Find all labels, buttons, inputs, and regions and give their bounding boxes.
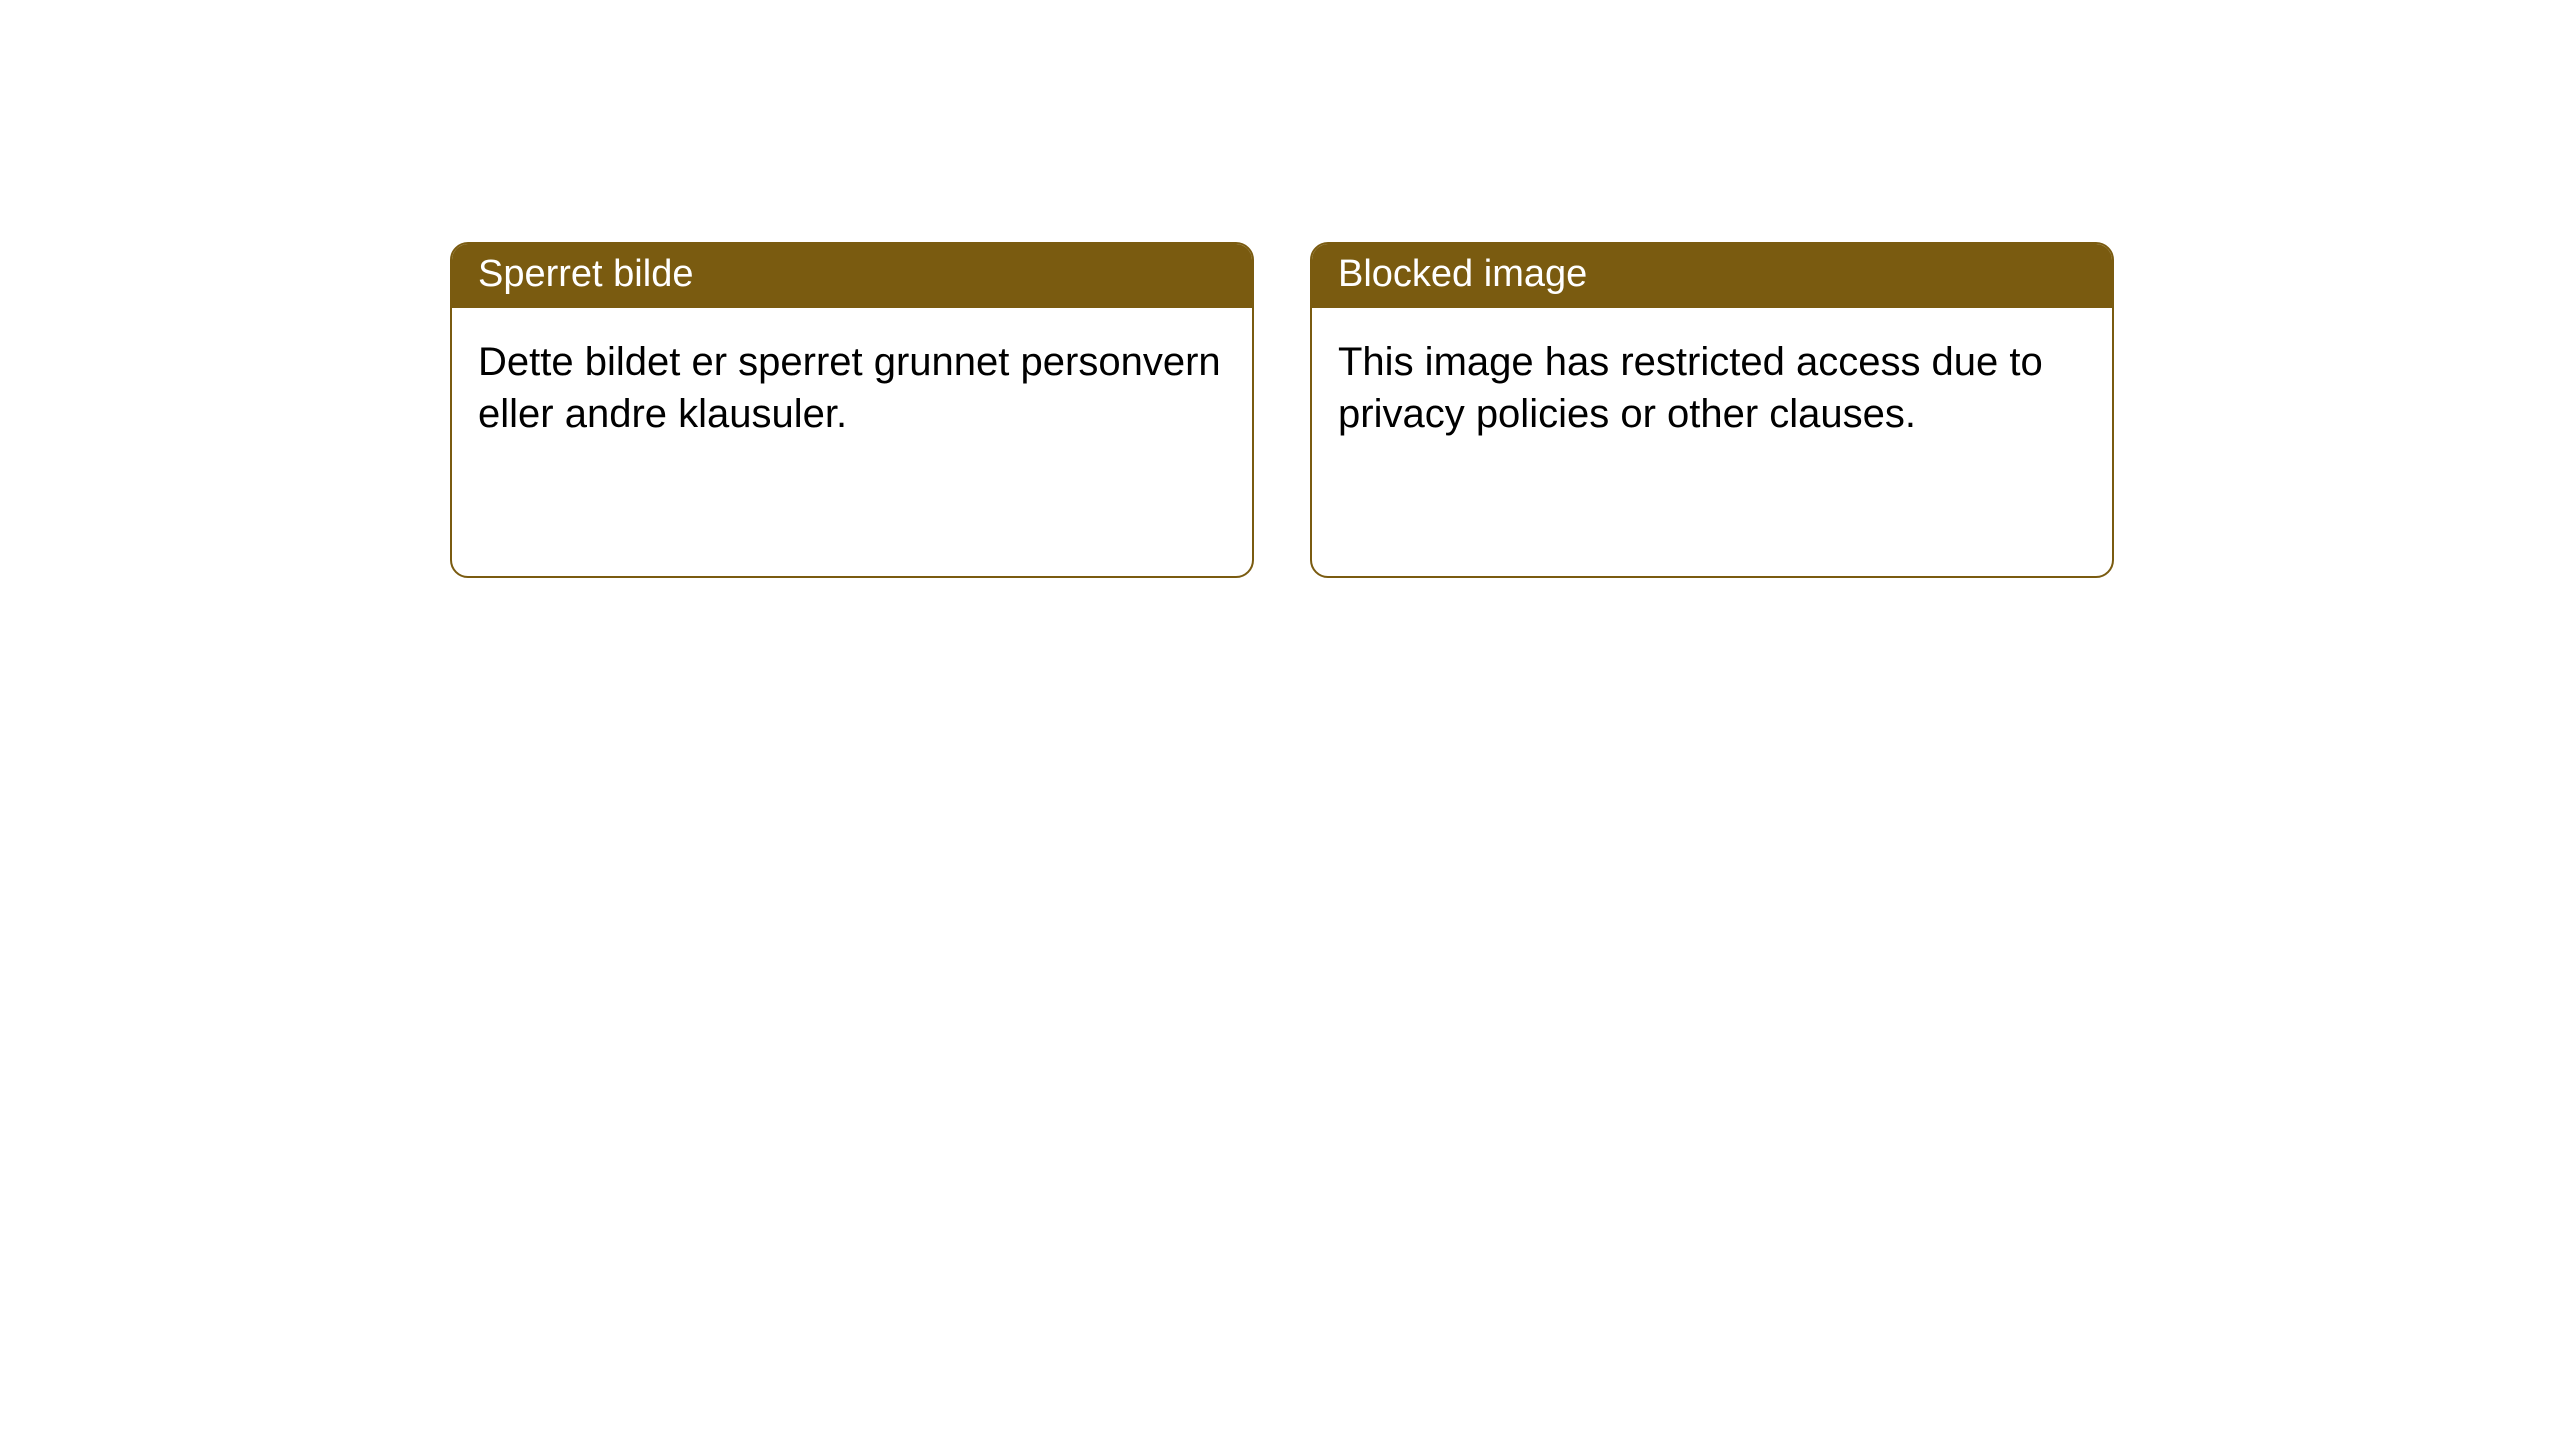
notice-container: Sperret bilde Dette bildet er sperret gr… <box>0 0 2560 578</box>
notice-card-no: Sperret bilde Dette bildet er sperret gr… <box>450 242 1254 578</box>
notice-body-no: Dette bildet er sperret grunnet personve… <box>452 308 1252 470</box>
notice-card-en: Blocked image This image has restricted … <box>1310 242 2114 578</box>
notice-header-en: Blocked image <box>1312 244 2112 308</box>
notice-body-en: This image has restricted access due to … <box>1312 308 2112 470</box>
notice-header-no: Sperret bilde <box>452 244 1252 308</box>
